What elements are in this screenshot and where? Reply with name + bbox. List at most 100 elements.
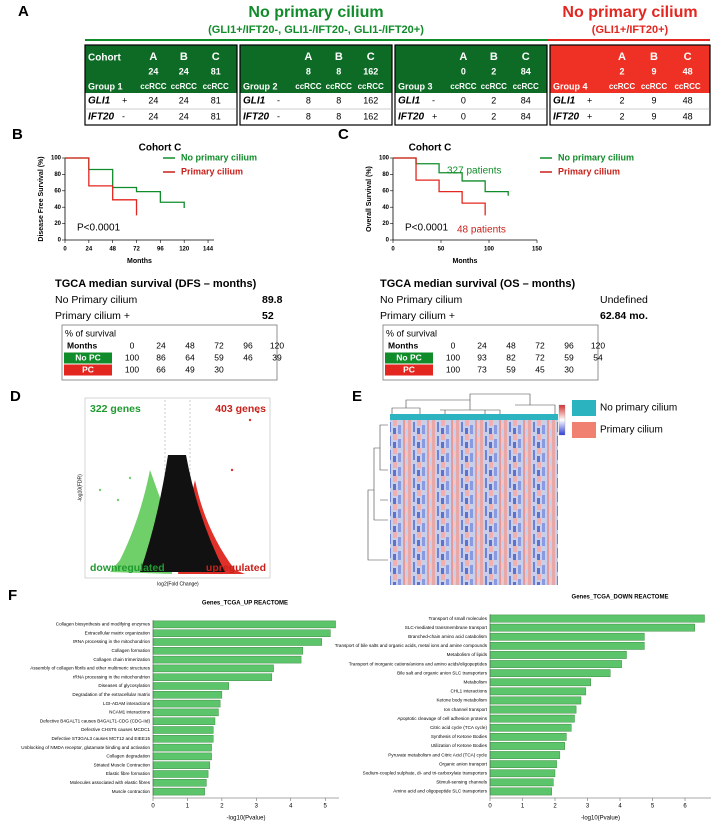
table-value: 45 [535, 364, 545, 374]
category-label: Transport of inorganic cations/anions an… [349, 661, 488, 666]
y-tick-label: 80 [382, 172, 389, 178]
table-value: 93 [477, 352, 487, 362]
group-header [550, 45, 710, 93]
group-value: 24 [148, 111, 158, 121]
gene-count: 403 genes [215, 403, 266, 415]
x-tick-label: 100 [484, 247, 495, 253]
bar [489, 632, 645, 641]
cohort-column: C [684, 51, 692, 63]
bar [489, 742, 565, 750]
bar [489, 687, 587, 696]
cohort-unit: ccRCC [140, 82, 166, 91]
category-label: Sodium-coupled sulphate, di- and tri-car… [363, 770, 488, 775]
group-value: 2 [491, 95, 496, 105]
category-label: Bile salt and organic anion SLC transpor… [397, 670, 488, 675]
category-label: Organic anion transport [439, 761, 488, 766]
bar [489, 623, 695, 632]
table-title: % of survival [65, 328, 116, 338]
category-label: Defective B4GALT1 causes B4GALT1-CDG (CD… [40, 718, 151, 723]
panel-label: E [352, 388, 362, 405]
bar [489, 642, 645, 650]
panel-label: D [10, 388, 21, 405]
category-label: Apoptotic cleavage of cell adhesion prot… [397, 716, 487, 721]
y-tick-label: 0 [58, 238, 62, 244]
row-label: PC [82, 364, 94, 374]
table-value: 72 [535, 352, 545, 362]
x-tick-label: 0 [151, 804, 155, 810]
cohort-column: B [490, 51, 498, 63]
header-title: No primary cilium [248, 4, 383, 21]
bar [152, 691, 223, 699]
category-label: Striated Muscle Contraction [94, 762, 151, 767]
table-value: 59 [214, 352, 224, 362]
group-box [239, 44, 393, 126]
bar [152, 735, 214, 743]
gene-count: 322 genes [90, 403, 141, 415]
group-header [85, 45, 237, 93]
bar [152, 629, 331, 637]
group-value: 84 [521, 111, 531, 121]
table-month: 120 [270, 340, 284, 350]
group-value: 0 [461, 111, 466, 121]
cohort-count: 48 [683, 66, 693, 76]
x-tick-label: 6 [683, 804, 687, 810]
gene-name: IFT20 [553, 112, 580, 123]
bar [152, 726, 214, 734]
group-value: 9 [651, 95, 656, 105]
table-value: 54 [593, 352, 603, 362]
panel-label: B [12, 126, 23, 143]
y-tick-label: 20 [382, 221, 389, 227]
group-value: 24 [179, 95, 189, 105]
legend-label: Primary cilium [558, 166, 620, 176]
category-label: Transport of small molecules [428, 616, 487, 621]
table-value: 46 [243, 352, 253, 362]
category-label: NCAM1 interactions [109, 710, 151, 715]
survival-curve [65, 157, 138, 216]
category-label: Extracellular matrix organization [85, 630, 151, 635]
table-value: 100 [125, 352, 139, 362]
y-tick-label: 60 [54, 188, 61, 194]
category-label: Metabolism of lipids [447, 652, 488, 657]
x-tick-label: 3 [255, 804, 259, 810]
x-tick-label: 0 [488, 804, 492, 810]
group-value: 162 [363, 111, 378, 121]
gene-sign: + [587, 111, 592, 121]
cohort-column: A [459, 51, 467, 63]
bar [489, 614, 705, 623]
x-tick-label: 50 [438, 247, 445, 253]
cohort-unit: ccRCC [481, 82, 507, 91]
table-value: 30 [214, 364, 224, 374]
legend-label: No primary cilium [600, 403, 677, 414]
gene-name: GLI1 [553, 96, 576, 107]
survival-curve [65, 157, 185, 209]
category-label: Transport of bile salts and organic acid… [335, 643, 488, 648]
row-label: PC [403, 364, 415, 374]
survival-table [61, 324, 278, 381]
x-tick-label: 120 [179, 247, 190, 253]
category-label: Unblocking of NMDA receptor, glutamate b… [21, 745, 150, 750]
median-value: Undefined [600, 294, 648, 306]
row-label: No PC [75, 352, 101, 362]
cohort-unit: ccRCC [358, 82, 384, 91]
category-label: tRNA processing in the mitochondrion [73, 639, 150, 644]
bar [152, 752, 212, 761]
x-tick-label: 2 [220, 804, 224, 810]
category-label: Defective CHST6 causes MCDC1 [81, 727, 150, 732]
x-tick-label: 96 [157, 247, 164, 253]
cohort-count: 84 [521, 66, 531, 76]
category-label: Collagen chain trimerization [93, 657, 150, 662]
group-name: Group 2 [243, 81, 278, 91]
table-header: Months [388, 340, 418, 350]
bar [489, 769, 556, 778]
bar [152, 673, 273, 681]
p-value: P<0.0001 [77, 223, 121, 234]
median-value: 52 [262, 310, 274, 322]
survival-table [382, 324, 599, 381]
legend-label: Primary cilium [181, 166, 243, 176]
bar [489, 723, 572, 732]
cohort-count: 0 [461, 66, 466, 76]
group-value: 0 [461, 95, 466, 105]
regulation-label: upregulated [206, 562, 266, 574]
km-title: Cohort C [139, 143, 182, 154]
cohort-column: B [180, 51, 188, 63]
